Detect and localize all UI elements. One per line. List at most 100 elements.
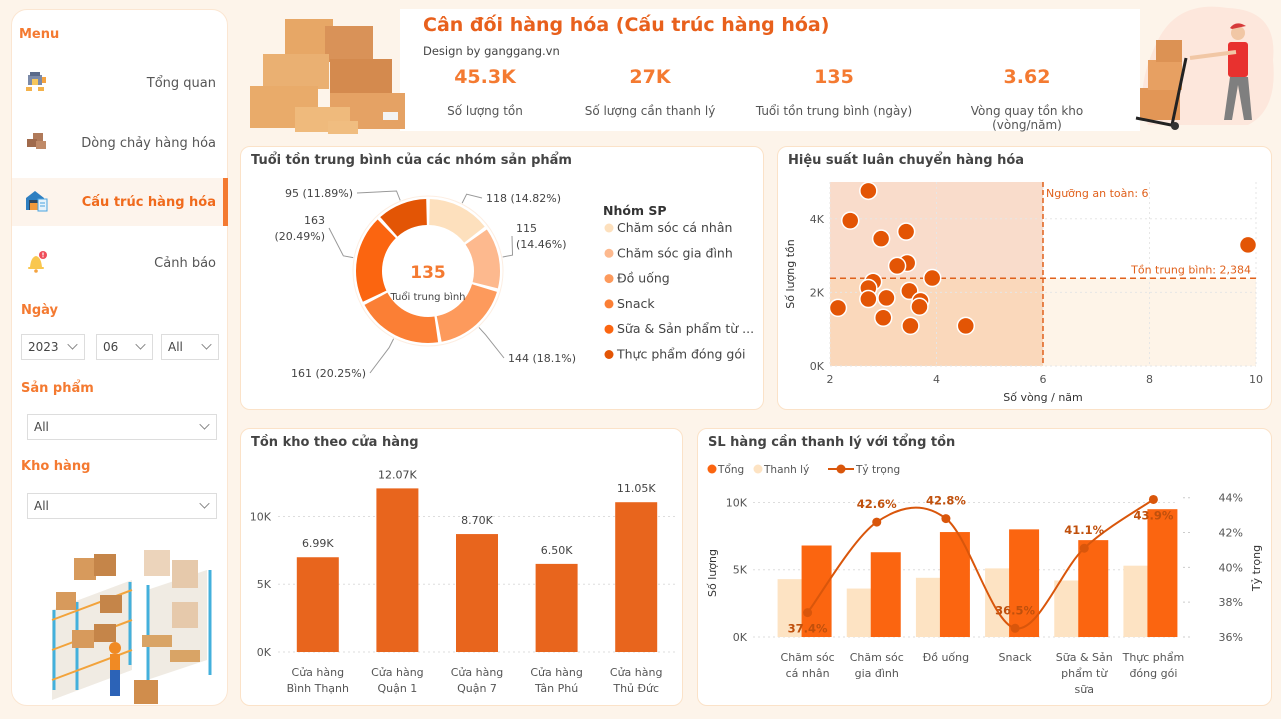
total-bar[interactable] xyxy=(1009,529,1040,637)
donut-slice xyxy=(364,292,439,343)
bar-value-label: 6.99K xyxy=(302,537,334,550)
leader-line xyxy=(478,327,505,359)
ratio-data-label: 43.9% xyxy=(1133,508,1173,522)
warehouse-value: All xyxy=(34,499,49,513)
y-axis-title: Số lượng xyxy=(706,549,719,597)
turnover-scatter-panel: Hiệu suất luân chuyển hàng hóa 2 4 6 8 10 0K 2… xyxy=(777,146,1272,410)
x-tick-label: Thủ Đức xyxy=(612,682,659,695)
scatter-point[interactable] xyxy=(910,297,929,317)
panel-title: Tồn kho theo cửa hàng xyxy=(251,435,419,450)
scatter-point[interactable] xyxy=(896,222,916,241)
total-bar[interactable] xyxy=(870,552,901,637)
store-bar[interactable] xyxy=(376,488,419,652)
y-tick-label: 4K xyxy=(810,213,825,226)
scatter-point[interactable] xyxy=(840,211,860,230)
store-bar[interactable] xyxy=(456,534,498,652)
kpi-label: Vòng quay tồn kho (vòng/năm) xyxy=(970,104,1084,132)
x-tick-label: Cửa hàng xyxy=(451,666,504,679)
legend-item[interactable]: Snack xyxy=(617,296,655,311)
leader-line xyxy=(461,193,483,204)
legend-marker xyxy=(707,464,717,474)
ratio-point[interactable] xyxy=(1148,494,1158,504)
legend-item[interactable]: Tổng xyxy=(717,463,744,476)
scatter-chart: 2 4 6 8 10 0K 2K 4K Ngưỡng an toàn: 6 Tồn trung b… xyxy=(784,181,1263,404)
donut-slice xyxy=(429,199,485,243)
x-axis-title: Số vòng / năm xyxy=(1003,391,1083,404)
legend-item[interactable]: Chăm sóc gia đình xyxy=(617,245,733,260)
avg-age-donut-panel: Tuổi tồn trung bình của các nhóm sản phẩ… xyxy=(240,146,764,410)
scatter-point[interactable] xyxy=(877,288,896,308)
total-bar[interactable] xyxy=(801,545,832,637)
nav-item-canh-bao[interactable]: Cảnh báo xyxy=(12,239,228,287)
donut-data-label: 115 xyxy=(516,222,537,235)
x-tick-label: Quận 7 xyxy=(457,682,497,695)
kpi-label: Số lượng cần thanh lý xyxy=(584,104,716,118)
scatter-point[interactable] xyxy=(887,256,907,276)
ratio-point[interactable] xyxy=(872,517,882,527)
product-filter-label: Sản phẩm xyxy=(21,381,94,396)
sidebar: Menu Tổng quan Dòng chảy hàng hóa Cấu tr… xyxy=(11,9,228,706)
store-bar[interactable] xyxy=(535,563,578,652)
scatter-point[interactable] xyxy=(901,316,920,336)
x-tick-label: 4 xyxy=(933,373,940,386)
scatter-point[interactable] xyxy=(922,268,942,288)
total-bar[interactable] xyxy=(1147,509,1178,637)
delivery-person-illustration xyxy=(1135,6,1274,130)
donut-center-value: 135 xyxy=(410,263,446,283)
x-tick-label: 2 xyxy=(827,373,834,386)
x-tick-label: Snack xyxy=(999,651,1033,664)
ratio-point[interactable] xyxy=(803,608,813,618)
scatter-point[interactable] xyxy=(874,308,893,328)
y-tick-label: 2K xyxy=(810,286,825,299)
legend-item[interactable]: Thực phẩm đóng gói xyxy=(616,347,745,362)
scatter-point[interactable] xyxy=(828,298,848,318)
warehouse-filter-label: Kho hàng xyxy=(21,459,91,474)
leader-line xyxy=(328,227,354,259)
legend-marker xyxy=(604,248,614,258)
product-dropdown[interactable]: All xyxy=(27,414,217,440)
leader-line xyxy=(356,190,401,201)
donut-data-label: 118 (14.82%) xyxy=(486,192,561,205)
x-tick-label: Bình Thạnh xyxy=(287,682,349,695)
store-bar[interactable] xyxy=(296,557,339,652)
leader-line xyxy=(502,235,514,258)
ratio-point[interactable] xyxy=(1010,623,1020,633)
y-tick-label: 0K xyxy=(257,646,272,659)
y-tick-label: 0K xyxy=(733,631,748,644)
legend-marker xyxy=(604,350,614,359)
nav-item-dong-chay[interactable]: Dòng chảy hàng hóa xyxy=(12,119,228,167)
ratio-point[interactable] xyxy=(1079,543,1089,553)
legend-item[interactable]: Thanh lý xyxy=(763,464,809,476)
total-bar[interactable] xyxy=(939,532,970,637)
legend-item[interactable]: Chăm sóc cá nhân xyxy=(617,220,732,235)
product-value: All xyxy=(34,420,49,434)
bar-value-label: 12.07K xyxy=(378,468,417,481)
nav-item-tong-quan[interactable]: Tổng quan xyxy=(12,59,228,107)
total-bar[interactable] xyxy=(1078,540,1109,637)
store-bar[interactable] xyxy=(615,502,658,652)
y2-tick-label: 44% xyxy=(1219,492,1243,505)
legend-item[interactable]: Tỷ trọng xyxy=(855,464,900,476)
scatter-point[interactable] xyxy=(859,181,878,201)
legend-marker xyxy=(604,324,614,334)
day-dropdown[interactable]: All xyxy=(161,334,219,360)
y-tick-label: 10K xyxy=(250,510,272,523)
legend-item[interactable]: Sữa & Sản phẩm từ ... xyxy=(617,321,754,336)
nav-item-cau-truc[interactable]: Cấu trúc hàng hóa xyxy=(12,178,228,226)
month-dropdown[interactable]: 06 xyxy=(96,334,153,360)
scatter-point[interactable] xyxy=(1238,235,1258,255)
y2-tick-label: 40% xyxy=(1219,561,1243,574)
page-title: Cân đối hàng hóa (Cấu trúc hàng hóa) xyxy=(423,14,830,36)
ratio-point[interactable] xyxy=(941,514,951,524)
scatter-point[interactable] xyxy=(859,289,878,309)
scatter-point[interactable] xyxy=(956,316,976,336)
warehouse-dropdown[interactable]: All xyxy=(27,493,217,519)
x-tick-label: Quận 1 xyxy=(377,682,417,695)
ratio-data-label: 42.6% xyxy=(857,497,897,511)
chevron-down-icon xyxy=(199,419,210,430)
legend-item[interactable]: Đồ uống xyxy=(617,271,670,286)
year-dropdown[interactable]: 2023 xyxy=(21,334,85,360)
y-tick-label: 10K xyxy=(726,496,748,509)
scatter-point[interactable] xyxy=(871,229,891,248)
x-tick-label: Cửa hàng xyxy=(530,666,583,679)
